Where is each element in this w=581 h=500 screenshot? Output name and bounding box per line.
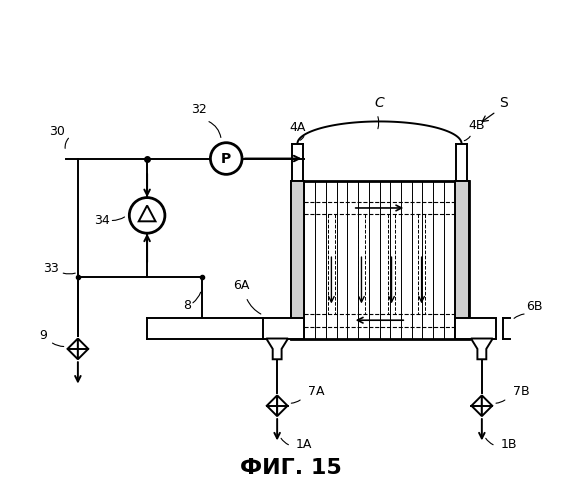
Text: 33: 33 bbox=[43, 262, 59, 275]
Polygon shape bbox=[267, 396, 277, 416]
Text: 8: 8 bbox=[182, 300, 191, 312]
Polygon shape bbox=[471, 396, 482, 416]
Bar bbox=[263, 318, 304, 338]
Text: 32: 32 bbox=[191, 103, 207, 116]
Text: 4B: 4B bbox=[468, 119, 485, 132]
Text: C: C bbox=[375, 96, 385, 110]
Text: 1B: 1B bbox=[501, 438, 517, 452]
Bar bbox=[455, 181, 468, 339]
Text: 7A: 7A bbox=[309, 385, 325, 398]
Text: 6A: 6A bbox=[233, 279, 249, 292]
Polygon shape bbox=[482, 396, 492, 416]
Text: 9: 9 bbox=[39, 329, 46, 342]
Polygon shape bbox=[78, 338, 88, 359]
Bar bbox=[455, 318, 496, 338]
Circle shape bbox=[130, 198, 165, 233]
Text: 6B: 6B bbox=[526, 300, 543, 314]
Polygon shape bbox=[67, 338, 78, 359]
Text: P: P bbox=[221, 152, 231, 166]
Circle shape bbox=[210, 142, 242, 174]
Text: 1A: 1A bbox=[296, 438, 313, 452]
Text: 4A: 4A bbox=[289, 122, 306, 134]
Text: 30: 30 bbox=[49, 125, 65, 138]
Text: ФИГ. 15: ФИГ. 15 bbox=[239, 458, 342, 477]
Polygon shape bbox=[266, 338, 288, 359]
Text: 34: 34 bbox=[94, 214, 110, 228]
Bar bbox=[290, 181, 468, 339]
Polygon shape bbox=[471, 338, 493, 359]
Text: S: S bbox=[499, 96, 508, 110]
Polygon shape bbox=[277, 396, 288, 416]
Text: 7B: 7B bbox=[513, 385, 530, 398]
Bar bbox=[290, 181, 304, 339]
